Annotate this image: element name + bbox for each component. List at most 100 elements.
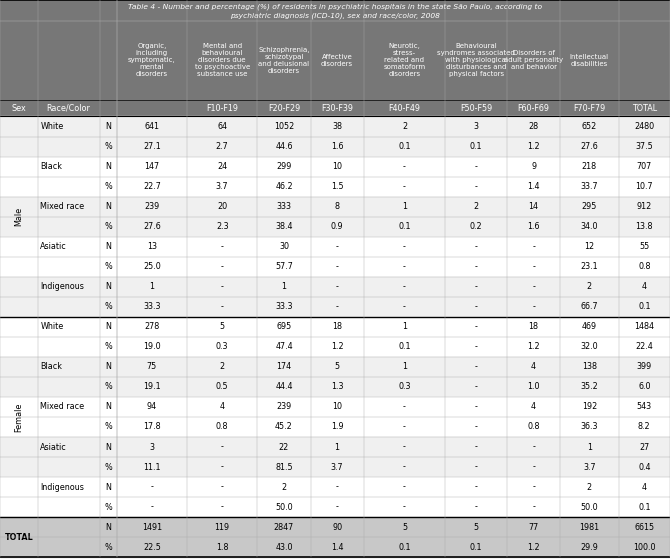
Text: -: - bbox=[220, 262, 224, 271]
Text: -: - bbox=[403, 483, 406, 492]
Text: 35.2: 35.2 bbox=[580, 382, 598, 391]
Text: 1: 1 bbox=[587, 442, 592, 451]
Text: N: N bbox=[105, 242, 111, 251]
Text: %: % bbox=[105, 463, 112, 472]
Text: 3: 3 bbox=[474, 122, 478, 131]
Text: 2: 2 bbox=[474, 202, 478, 211]
Text: 641: 641 bbox=[144, 122, 159, 131]
Text: F70-F79: F70-F79 bbox=[574, 104, 606, 113]
Text: psychiatric diagnosis (ICD-10), sex and race/color, 2008: psychiatric diagnosis (ICD-10), sex and … bbox=[230, 12, 440, 18]
Text: 0.1: 0.1 bbox=[470, 142, 482, 151]
Text: TOTAL: TOTAL bbox=[632, 104, 657, 113]
Bar bbox=[0, 116, 670, 137]
Text: 2: 2 bbox=[220, 362, 224, 371]
Text: Table 4 - Number and percentage (%) of residents in psychiatric hospitals in the: Table 4 - Number and percentage (%) of r… bbox=[128, 3, 542, 10]
Text: 43.0: 43.0 bbox=[275, 543, 293, 552]
Text: -: - bbox=[532, 442, 535, 451]
Text: 33.7: 33.7 bbox=[580, 182, 598, 191]
Text: Black: Black bbox=[40, 162, 62, 171]
Text: -: - bbox=[403, 262, 406, 271]
Text: 24: 24 bbox=[217, 162, 227, 171]
Text: 4: 4 bbox=[642, 483, 647, 492]
Text: N: N bbox=[105, 323, 111, 332]
Text: 45.2: 45.2 bbox=[275, 422, 293, 432]
Text: 295: 295 bbox=[582, 202, 597, 211]
Text: %: % bbox=[105, 342, 112, 351]
Text: -: - bbox=[474, 182, 478, 191]
Text: 25.0: 25.0 bbox=[143, 262, 161, 271]
Text: 19.0: 19.0 bbox=[143, 342, 161, 351]
Text: 34.0: 34.0 bbox=[581, 222, 598, 231]
Text: 0.8: 0.8 bbox=[638, 262, 651, 271]
Text: 1.5: 1.5 bbox=[331, 182, 344, 191]
Text: -: - bbox=[532, 242, 535, 251]
Text: 0.8: 0.8 bbox=[216, 422, 228, 432]
Bar bbox=[0, 357, 670, 377]
Text: 2847: 2847 bbox=[274, 522, 294, 531]
Text: Indigenous: Indigenous bbox=[40, 282, 84, 291]
Text: 5: 5 bbox=[334, 362, 340, 371]
Text: %: % bbox=[105, 382, 112, 391]
Text: 55: 55 bbox=[639, 242, 649, 251]
Text: Behavioural
syndromes associated
with physiological
disturbances and
physical fa: Behavioural syndromes associated with ph… bbox=[438, 44, 515, 77]
Text: 299: 299 bbox=[276, 162, 291, 171]
Text: 0.5: 0.5 bbox=[216, 382, 228, 391]
Text: 0.2: 0.2 bbox=[470, 222, 482, 231]
Text: 469: 469 bbox=[582, 323, 597, 332]
Text: Disorders of
adult personality
and behavior: Disorders of adult personality and behav… bbox=[504, 50, 563, 71]
Text: 1.3: 1.3 bbox=[331, 382, 344, 391]
Text: 18: 18 bbox=[332, 323, 342, 332]
Text: 100.0: 100.0 bbox=[633, 543, 655, 552]
Text: Intellectual
disabilities: Intellectual disabilities bbox=[570, 54, 609, 67]
Text: 33.3: 33.3 bbox=[275, 302, 293, 311]
Text: -: - bbox=[474, 242, 478, 251]
Text: 333: 333 bbox=[277, 202, 291, 211]
Bar bbox=[0, 497, 670, 517]
Text: 81.5: 81.5 bbox=[275, 463, 293, 472]
Text: 32.0: 32.0 bbox=[580, 342, 598, 351]
Text: 1: 1 bbox=[334, 442, 340, 451]
Text: 3: 3 bbox=[149, 442, 154, 451]
Text: 4: 4 bbox=[531, 362, 536, 371]
Text: Mixed race: Mixed race bbox=[40, 202, 84, 211]
Text: 10: 10 bbox=[332, 403, 342, 412]
Text: 90: 90 bbox=[332, 522, 342, 531]
Bar bbox=[0, 537, 670, 557]
Text: -: - bbox=[336, 503, 338, 512]
Text: 20: 20 bbox=[217, 202, 227, 211]
Text: -: - bbox=[532, 463, 535, 472]
Text: 27.1: 27.1 bbox=[143, 142, 161, 151]
Text: -: - bbox=[474, 483, 478, 492]
Text: Asiatic: Asiatic bbox=[40, 242, 67, 251]
Text: 695: 695 bbox=[276, 323, 291, 332]
Bar bbox=[0, 197, 670, 217]
Text: Male: Male bbox=[14, 207, 23, 226]
Text: 1: 1 bbox=[281, 282, 287, 291]
Text: -: - bbox=[220, 483, 224, 492]
Text: -: - bbox=[403, 282, 406, 291]
Text: 239: 239 bbox=[276, 403, 291, 412]
Text: 278: 278 bbox=[144, 323, 159, 332]
Text: 75: 75 bbox=[147, 362, 157, 371]
Text: -: - bbox=[474, 503, 478, 512]
Text: -: - bbox=[474, 382, 478, 391]
Text: 0.3: 0.3 bbox=[216, 342, 228, 351]
Text: %: % bbox=[105, 543, 112, 552]
Text: -: - bbox=[336, 282, 338, 291]
Text: -: - bbox=[403, 442, 406, 451]
Text: -: - bbox=[474, 403, 478, 412]
Bar bbox=[0, 256, 670, 277]
Text: 1.6: 1.6 bbox=[331, 142, 344, 151]
Bar bbox=[0, 157, 670, 176]
Text: -: - bbox=[220, 242, 224, 251]
Bar bbox=[0, 437, 670, 457]
Text: 14: 14 bbox=[529, 202, 539, 211]
Text: 44.6: 44.6 bbox=[275, 142, 293, 151]
Text: 5: 5 bbox=[402, 522, 407, 531]
Text: F10-F19: F10-F19 bbox=[206, 104, 239, 113]
Text: 29.9: 29.9 bbox=[580, 543, 598, 552]
Bar bbox=[0, 377, 670, 397]
Text: %: % bbox=[105, 262, 112, 271]
Text: 2: 2 bbox=[281, 483, 287, 492]
Text: 12: 12 bbox=[584, 242, 594, 251]
